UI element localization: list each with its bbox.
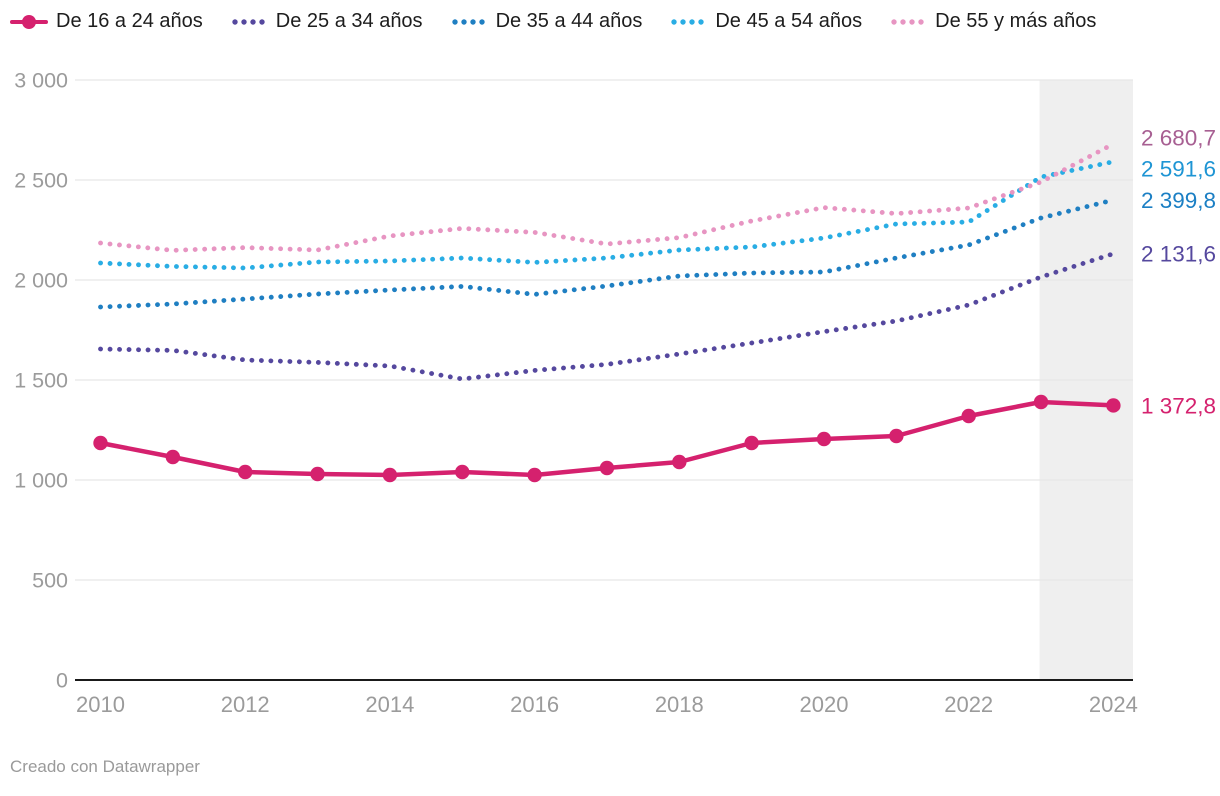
legend-item-1: De 25 a 34 años — [230, 10, 423, 33]
x-tick-label: 2024 — [1089, 692, 1138, 717]
series-end-label: 2 591,6 — [1141, 156, 1216, 181]
x-tick-label: 2022 — [944, 692, 993, 717]
legend-item-label: De 25 a 34 años — [275, 10, 423, 32]
y-tick-label: 0 — [56, 669, 68, 693]
series-line-1 — [98, 251, 1116, 382]
y-tick-label: 1 500 — [14, 369, 68, 393]
data-point-marker — [889, 428, 904, 444]
legend-dotted-line-icon — [671, 18, 705, 25]
data-point-marker — [238, 464, 253, 480]
series-line-3 — [98, 159, 1116, 271]
data-point-marker — [599, 460, 615, 476]
data-point-marker — [455, 464, 470, 480]
data-point-marker — [93, 435, 108, 451]
x-tick-label: 2016 — [510, 692, 559, 717]
series-end-label: 2 131,6 — [1141, 242, 1216, 267]
data-point-marker — [1106, 398, 1121, 413]
series-line-2 — [98, 197, 1116, 310]
legend-dotted-line-icon — [232, 18, 265, 25]
legend-dotted-line-icon — [891, 18, 924, 25]
y-tick-label: 500 — [32, 569, 68, 593]
y-tick-label: 2 000 — [14, 269, 68, 293]
x-tick-label: 2020 — [800, 692, 849, 717]
series-end-label: 1 372,8 — [1141, 393, 1216, 418]
legend-item-label: De 35 a 44 años — [495, 10, 643, 32]
x-tick-label: 2014 — [365, 692, 414, 717]
legend-item-label: De 16 a 24 años — [56, 10, 203, 32]
legend-line-dot-icon — [10, 14, 48, 29]
data-point-marker — [382, 467, 398, 483]
series-end-label: 2 399,8 — [1141, 188, 1216, 213]
x-tick-label: 2018 — [655, 692, 704, 717]
data-point-marker — [816, 431, 832, 447]
data-point-marker — [310, 466, 325, 482]
legend-item-label: De 45 a 54 años — [715, 10, 863, 32]
x-tick-label: 2012 — [221, 692, 270, 717]
y-tick-label: 1 000 — [14, 469, 68, 493]
data-point-marker — [527, 467, 542, 483]
legend-item-0: De 16 a 24 años — [10, 10, 203, 33]
data-point-marker — [672, 454, 687, 470]
y-tick-label: 2 500 — [14, 169, 68, 193]
legend-item-4: De 55 y más años — [889, 10, 1096, 33]
legend-item-3: De 45 a 54 años — [669, 10, 862, 33]
legend-item-2: De 35 a 44 años — [450, 10, 643, 33]
data-point-marker — [961, 408, 976, 424]
datawrapper-attribution-link[interactable]: Creado con Datawrapper — [10, 757, 200, 776]
data-point-marker — [1033, 394, 1049, 410]
data-point-marker — [744, 435, 759, 451]
series-line-4 — [98, 141, 1116, 253]
chart-legend: De 16 a 24 años De 25 a 34 años De 35 a 44… — [10, 10, 1096, 33]
series-end-label: 2 680,7 — [1141, 125, 1216, 150]
y-tick-label: 3 000 — [14, 69, 68, 93]
data-point-marker — [165, 449, 181, 465]
x-tick-label: 2010 — [76, 692, 125, 717]
legend-item-label: De 55 y más años — [935, 10, 1097, 32]
legend-dotted-line-icon — [451, 18, 485, 25]
